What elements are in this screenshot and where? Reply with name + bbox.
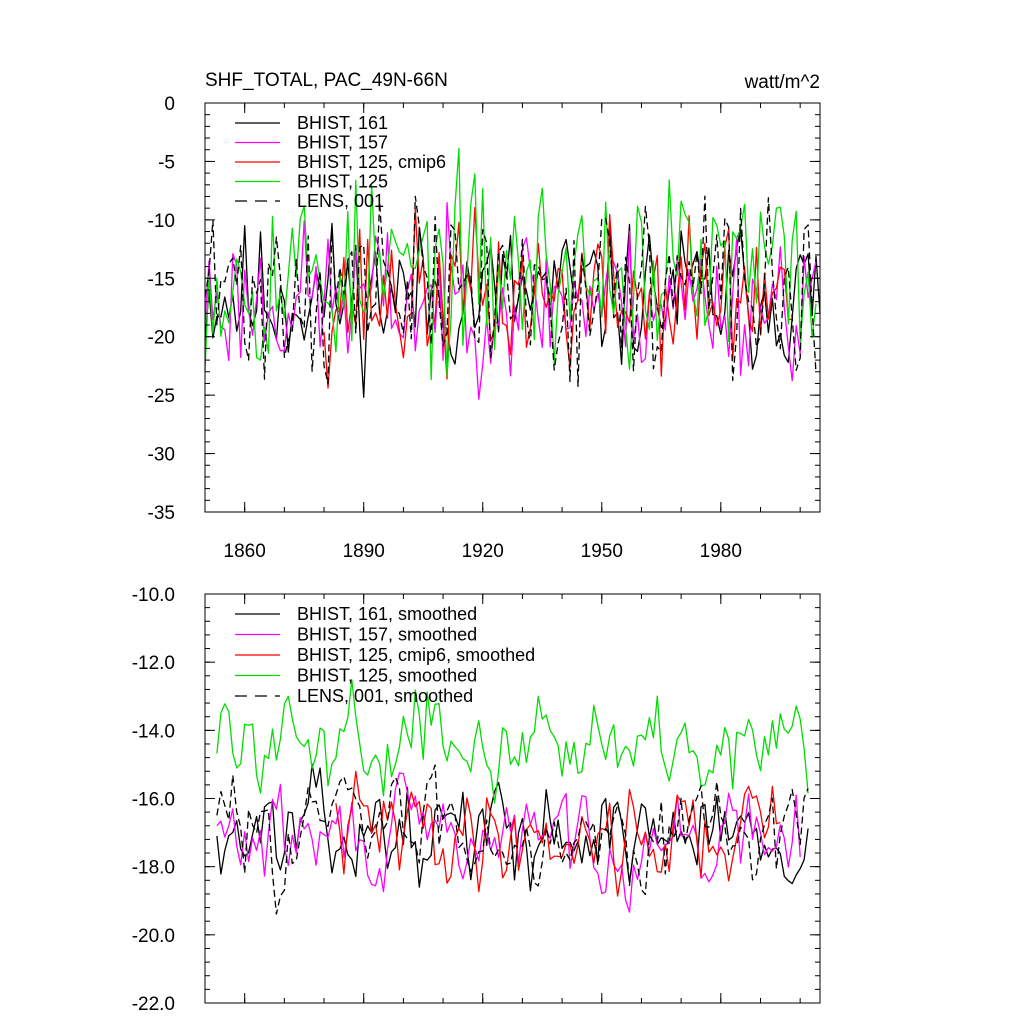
y-tick-label: -22.0 [132,994,175,1015]
y-tick-label: 0 [164,94,175,115]
series-line-4 [204,147,817,381]
bottom-series-group [216,679,809,915]
top-panel: SHF_TOTAL, PAC_49N-66N watt/m^2 0 -5 -10 -1… [148,70,821,562]
series-line-5 [204,195,817,388]
y-tick-label: -25 [148,386,175,407]
series-line-1 [204,219,821,398]
series-line-2 [216,772,801,913]
series-line-4 [216,679,809,804]
y-tick-label: -10 [148,211,175,232]
legend-label: BHIST, 161 [297,113,388,133]
legend-label: BHIST, 125, cmip6 [297,152,446,172]
x-tick-label: 1950 [581,541,623,562]
y-tick-label: -15 [148,269,175,290]
legend-label: BHIST, 157 [297,133,388,153]
x-tick-label: 1890 [343,541,385,562]
series-line-3 [335,770,781,897]
legend-label: LENS, 001, smoothed [297,686,473,706]
legend-label: LENS, 001 [297,191,384,211]
y-tick-label: -5 [158,152,175,173]
y-tick-label: -14.0 [132,721,175,742]
bottom-panel: -10.0 -12.0 -14.0 -16.0 -18.0 -20.0 -22.0 BHIS… [132,585,821,1015]
top-series-group [204,147,821,400]
x-tick-label: 1860 [224,541,266,562]
units-label: watt/m^2 [744,72,820,93]
y-tick-label: -12.0 [132,653,175,674]
legend-label: BHIST, 157, smoothed [297,625,477,645]
legend-label: BHIST, 125 [297,172,388,192]
y-tick-label: -30 [148,445,175,466]
bottom-axis-ticks: -10.0 -12.0 -14.0 -16.0 -18.0 -20.0 -22.0 [132,585,820,1015]
x-tick-label: 1980 [700,541,742,562]
series-line-5 [216,764,809,915]
legend-label: BHIST, 161, smoothed [297,604,477,624]
top-plot-frame [204,102,821,513]
series-line-3 [323,207,793,389]
series-line-1 [216,763,809,892]
legend-label: BHIST, 125, cmip6, smoothed [297,645,535,665]
y-tick-label: -20.0 [132,926,175,947]
x-tick-label: 1920 [462,541,504,562]
y-tick-label: -16.0 [132,790,175,811]
top-axis-ticks: 0 -5 -10 -15 -20 -25 -30 -35 1860 1890 1920 1950 198… [148,94,820,562]
y-tick-label: -10.0 [132,585,175,606]
y-tick-label: -35 [148,503,175,524]
y-tick-label: -18.0 [132,858,175,879]
legend-label: BHIST, 125, smoothed [297,666,477,686]
chart-title: SHF_TOTAL, PAC_49N-66N [205,70,448,91]
y-tick-label: -20 [148,328,175,349]
